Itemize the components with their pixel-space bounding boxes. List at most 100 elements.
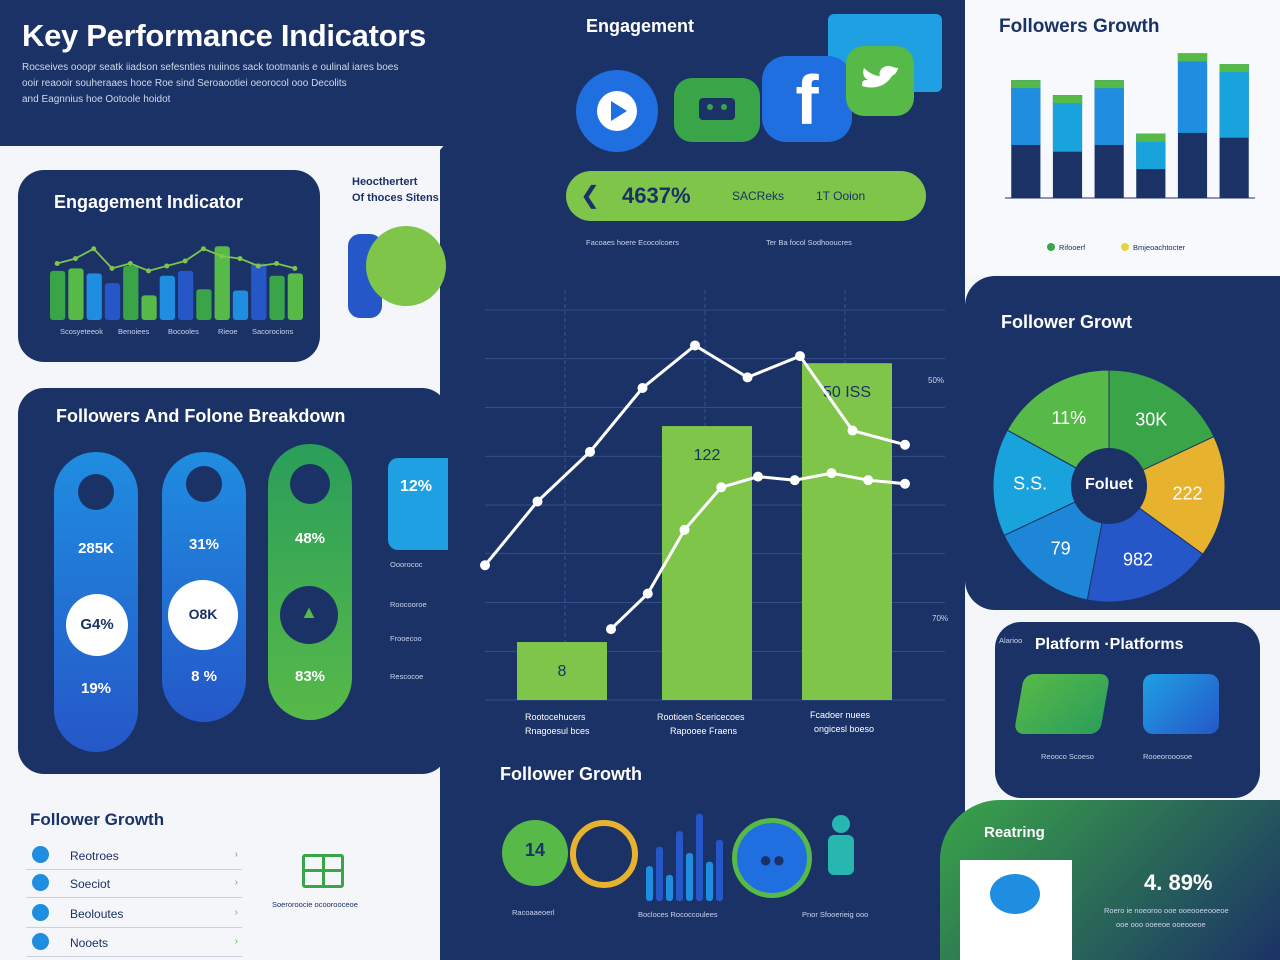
main-line-point bbox=[742, 372, 753, 383]
platforms-panel: Platform ·Platforms Alarioo Reooco Scoes… bbox=[995, 622, 1260, 798]
item-icon bbox=[32, 846, 49, 863]
twitter-icon[interactable] bbox=[846, 46, 914, 116]
ei-bar bbox=[86, 273, 102, 320]
main-line-point bbox=[532, 496, 543, 507]
follower-growth-list-title: Follower Growth bbox=[30, 810, 165, 829]
growth-label-2: Bocloces Rococcoulees bbox=[638, 910, 718, 919]
hand-icon: ▲ bbox=[300, 602, 318, 622]
reatring-value: 4. 89% bbox=[1144, 870, 1213, 895]
legend-dot-green bbox=[1047, 243, 1055, 251]
robot-icon bbox=[826, 815, 856, 895]
main-line-point bbox=[753, 471, 763, 482]
ei-point bbox=[91, 246, 97, 252]
pie-slice-label: 79 bbox=[1051, 538, 1071, 558]
pill-2-mid: O8K bbox=[188, 606, 218, 622]
main-right-label-1: 50% bbox=[928, 376, 945, 385]
followers-growth-top-title: Followers Growth bbox=[999, 16, 1160, 37]
legend-dot-yellow bbox=[1121, 243, 1129, 251]
engagement-indicator-title: Engagement Indicator bbox=[54, 192, 244, 212]
list-item[interactable]: Beoloutes › bbox=[26, 900, 242, 928]
main-cat-2a: Rootioen Scericecoes bbox=[657, 712, 745, 722]
ei-bar bbox=[123, 265, 139, 320]
pie-slice-label: 222 bbox=[1173, 483, 1203, 503]
pie-slice-label: 982 bbox=[1123, 549, 1153, 569]
top-bar-cap bbox=[1177, 53, 1208, 133]
ei-point bbox=[255, 263, 261, 269]
main-line-point bbox=[642, 588, 653, 599]
reatring-panel: Reatring 4. 89% Roero ie noeoroo ooe ooe… bbox=[940, 800, 1280, 960]
ei-bar bbox=[68, 268, 84, 320]
main-cat-2b: Rapooee Fraens bbox=[670, 726, 738, 736]
main-bar-label: 122 bbox=[694, 447, 721, 464]
pie-slice bbox=[1108, 435, 1226, 555]
pie-center-label: Foluet bbox=[1085, 476, 1133, 493]
main-right-label-2: 70% bbox=[932, 614, 949, 623]
top-bar-highlight bbox=[1094, 80, 1124, 89]
breakdown-side-value: 12% bbox=[400, 478, 433, 495]
header-subtitle-3: and Eagnnius hoe Ootoole hoidot bbox=[22, 94, 171, 105]
list-item-label: Soeciot bbox=[70, 877, 111, 891]
list-item[interactable]: Soeciot › bbox=[26, 870, 242, 898]
facebook-icon[interactable]: f bbox=[762, 56, 852, 142]
item-icon bbox=[32, 904, 49, 921]
ei-point bbox=[127, 260, 133, 266]
header-subtitle-2: ooir reaooir souheraaes hoce Roe sind Se… bbox=[22, 78, 347, 89]
main-bar bbox=[802, 363, 892, 700]
mini-bar bbox=[666, 874, 673, 901]
top-bar-cap bbox=[1011, 80, 1041, 145]
main-line-point bbox=[847, 425, 858, 436]
social-icons: f bbox=[570, 14, 950, 164]
follower-pie-panel: Follower Growt 30K 222 982 79 S.S. 11% Foluet bbox=[965, 276, 1280, 610]
table-icon-caption: Soeroroocie ocoorooceoe bbox=[272, 900, 358, 909]
platforms-subtitle: Alarioo bbox=[999, 636, 1023, 645]
mini-bar bbox=[646, 866, 653, 901]
ei-point bbox=[292, 265, 298, 271]
ei-point bbox=[219, 253, 225, 259]
side-note-2: Roocooroe bbox=[390, 600, 427, 609]
engagement-stat-bar: ❮ 4637% SACReks 1T Ooion bbox=[566, 171, 926, 221]
reatring-text-1: Roero ie noeoroo ooe ooeooeeooeoe bbox=[1104, 906, 1229, 915]
pill-3-top: 48% bbox=[294, 530, 326, 547]
play-icon[interactable] bbox=[576, 70, 658, 152]
main-line-point bbox=[716, 482, 727, 493]
growth-circle-value: 14 bbox=[524, 840, 546, 860]
main-line-point bbox=[826, 468, 837, 479]
chat-icon[interactable] bbox=[674, 78, 760, 142]
main-line-point bbox=[863, 475, 874, 486]
pill-2-top: 31% bbox=[188, 536, 220, 553]
ei-axis-5: Sacorocions bbox=[252, 327, 294, 336]
follower-pie-title: Follower Growt bbox=[1001, 312, 1133, 332]
main-line-point bbox=[637, 383, 648, 393]
main-line-point bbox=[690, 340, 700, 351]
heartbeat-graphic bbox=[348, 226, 446, 320]
page-title: Key Performance Indicators bbox=[22, 18, 426, 53]
ei-point bbox=[182, 258, 188, 264]
side-note-1: Ooorococ bbox=[390, 560, 423, 569]
heartbeat-line1: Heocthertert bbox=[352, 176, 418, 188]
people-icon bbox=[78, 474, 114, 510]
growth-people-circle: ●● bbox=[732, 818, 812, 898]
ei-point bbox=[164, 263, 170, 269]
pill-2-bottom: 8 % bbox=[191, 668, 217, 685]
ei-point bbox=[72, 256, 78, 262]
ei-bar bbox=[178, 270, 194, 320]
pie-slice-label: S.S. bbox=[1013, 474, 1047, 494]
main-bar-label: 8 bbox=[558, 663, 567, 680]
ei-bar bbox=[251, 263, 267, 320]
main-line-point bbox=[900, 439, 910, 450]
pie-slice-label: 11% bbox=[1051, 408, 1086, 428]
list-item[interactable]: Nooets › bbox=[26, 929, 242, 957]
ei-point bbox=[109, 265, 115, 271]
cloud-icon bbox=[990, 874, 1040, 914]
ei-axis-4: Rieoe bbox=[218, 327, 238, 336]
reatring-text-2: ooe ooo ooeeoe ooeooeoe bbox=[1116, 920, 1206, 929]
chevron-icon: › bbox=[234, 936, 238, 947]
item-icon bbox=[32, 874, 49, 891]
platform-item-2: Rooeorooosoe bbox=[1143, 752, 1193, 761]
pill-1-circle: G4% bbox=[66, 594, 128, 656]
legend-label-1: Rifooerf bbox=[1059, 243, 1086, 252]
list-item[interactable]: Reotroes › bbox=[26, 842, 242, 870]
pill-1-bottom: 19% bbox=[80, 680, 112, 697]
pie-slice-label: 30K bbox=[1135, 409, 1167, 429]
ei-axis-2: Benoiees bbox=[118, 327, 150, 336]
